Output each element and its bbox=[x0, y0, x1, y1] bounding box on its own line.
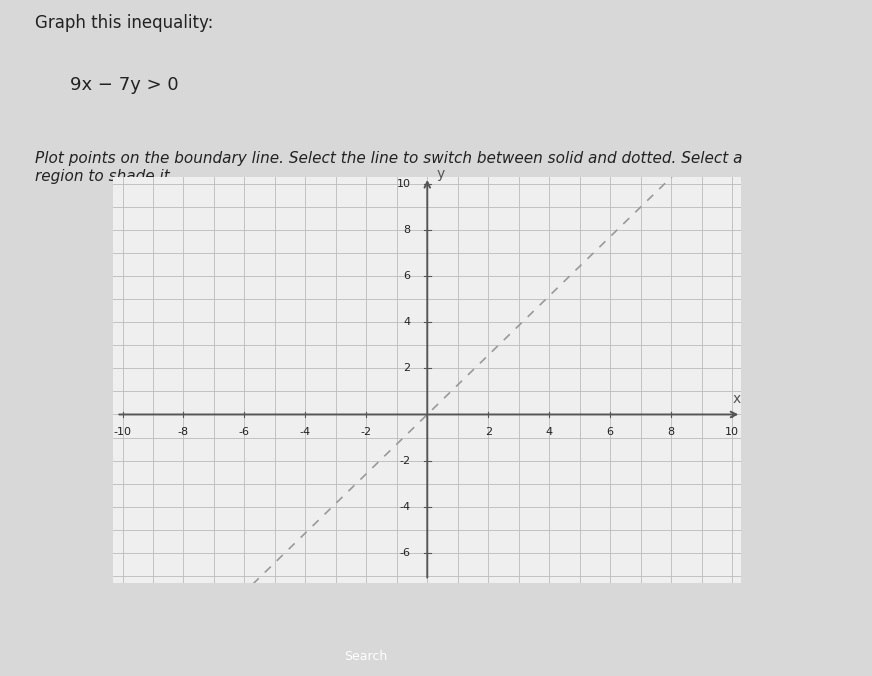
Text: -6: -6 bbox=[239, 427, 250, 437]
Text: 4: 4 bbox=[404, 317, 411, 327]
Text: x: x bbox=[732, 392, 740, 406]
Text: -2: -2 bbox=[361, 427, 371, 437]
Text: -10: -10 bbox=[113, 427, 132, 437]
Text: 8: 8 bbox=[404, 225, 411, 235]
Text: 4: 4 bbox=[546, 427, 553, 437]
Text: -4: -4 bbox=[399, 502, 411, 512]
Text: y: y bbox=[436, 166, 445, 180]
Text: 8: 8 bbox=[668, 427, 675, 437]
Text: Search: Search bbox=[344, 650, 388, 663]
Text: 9x − 7y > 0: 9x − 7y > 0 bbox=[70, 76, 179, 94]
Text: 2: 2 bbox=[485, 427, 492, 437]
Text: 10: 10 bbox=[725, 427, 739, 437]
Text: 6: 6 bbox=[404, 271, 411, 281]
Text: Graph this inequality:: Graph this inequality: bbox=[35, 14, 214, 32]
Text: 6: 6 bbox=[607, 427, 614, 437]
Text: Plot points on the boundary line. Select the line to switch between solid and do: Plot points on the boundary line. Select… bbox=[35, 151, 742, 184]
Text: -2: -2 bbox=[399, 456, 411, 466]
Text: -4: -4 bbox=[300, 427, 311, 437]
Text: -8: -8 bbox=[178, 427, 189, 437]
Text: 10: 10 bbox=[397, 179, 411, 189]
Text: 2: 2 bbox=[404, 364, 411, 373]
Text: -6: -6 bbox=[399, 548, 411, 558]
